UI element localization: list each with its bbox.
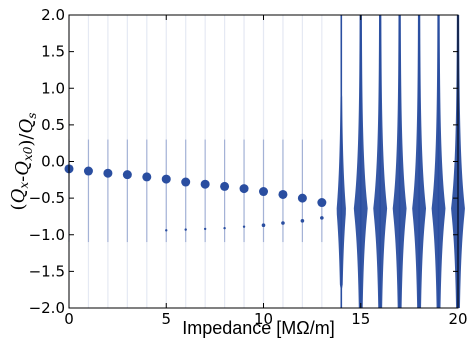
- mode0-point: [161, 174, 171, 184]
- plot-area: [64, 15, 465, 308]
- mode0-point: [297, 193, 307, 203]
- mode-minus1-point: [261, 223, 266, 228]
- x-tick-label: 5: [161, 310, 171, 328]
- mode-minus1-point: [165, 229, 168, 232]
- x-tick-label: 20: [448, 310, 467, 328]
- x-axis-label: Impedance [MΩ/m]: [182, 318, 335, 338]
- y-tick-label: 0.0: [41, 153, 65, 171]
- x-tick-label: 10: [254, 310, 273, 328]
- axis-ticks: 0 5 10 15 20 −2.0 −1.5 −1.0 −0.5 0.0 0.5 1.0 1.5 2.0: [29, 6, 467, 328]
- mode0-point: [181, 177, 191, 187]
- mode-minus1-point: [300, 219, 305, 223]
- x-tick-label: 0: [64, 310, 74, 328]
- mode-minus1-point: [320, 216, 324, 220]
- mode-minus1-point: [242, 225, 246, 228]
- mode0-point: [220, 181, 230, 191]
- y-tick-label: 2.0: [41, 6, 65, 24]
- y-tick-label: −1.0: [29, 226, 65, 244]
- mode-minus1-point: [281, 221, 285, 225]
- mode0-point: [317, 198, 327, 208]
- y-tick-label: 1.0: [41, 79, 65, 97]
- x-tick-label: 15: [351, 310, 370, 328]
- y-tick-label: −0.5: [29, 189, 65, 207]
- mode0-point: [83, 166, 93, 176]
- mode0-point: [239, 184, 249, 194]
- y-tick-label: 0.5: [41, 116, 65, 134]
- mode0-point: [103, 168, 113, 178]
- mode-minus1-point: [223, 226, 226, 230]
- y-tick-label: −1.5: [29, 262, 65, 280]
- mode-minus1-point: [203, 227, 207, 231]
- y-axis-label: (Qx-Qx0)/Qs: [8, 113, 39, 211]
- mode0-point: [142, 172, 152, 182]
- mode0-point: [122, 170, 132, 180]
- mode0-point: [200, 179, 210, 189]
- y-tick-label: 1.5: [41, 43, 65, 61]
- mode-minus1-point: [184, 228, 187, 231]
- y-tick-label: −2.0: [29, 299, 65, 317]
- mode0-point: [259, 187, 268, 197]
- mode0-point: [278, 189, 288, 199]
